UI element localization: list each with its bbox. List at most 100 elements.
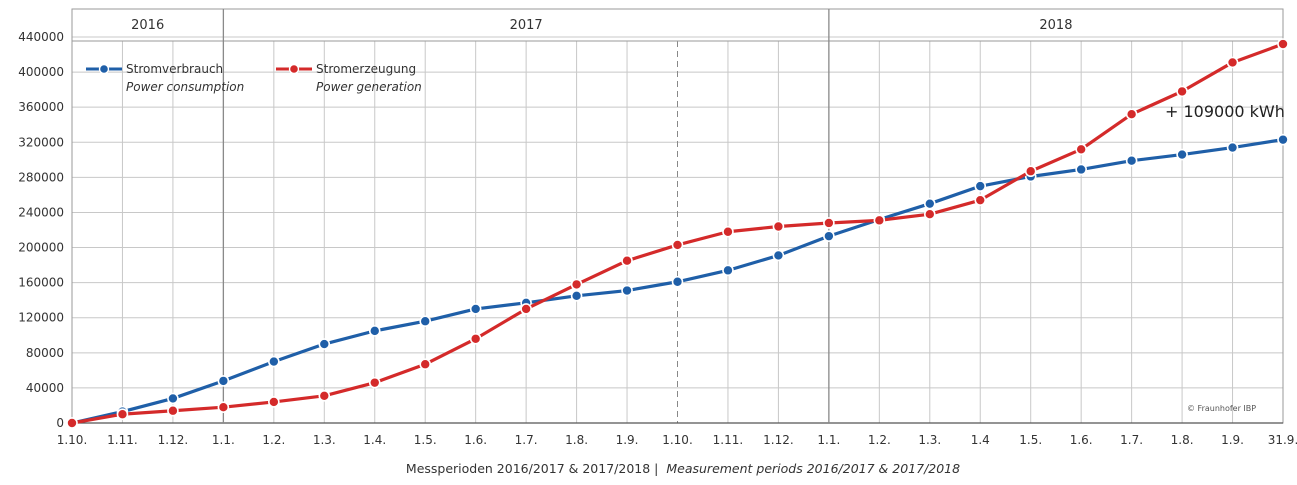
data-point-1 <box>1226 56 1239 69</box>
annotation-difference: + 109000 kWh <box>1165 102 1285 121</box>
data-point-0 <box>570 289 583 302</box>
data-point-1 <box>671 239 684 251</box>
x-tick-label: 1.6. <box>464 433 487 447</box>
x-tick-label: 1.2. <box>262 433 285 447</box>
x-tick-label: 1.5. <box>1019 433 1042 447</box>
data-point-1 <box>167 404 179 417</box>
x-axis-title: Messperioden 2016/2017 & 2017/2018 | Mea… <box>406 461 960 476</box>
data-point-1 <box>1024 165 1037 178</box>
legend-swatch-marker <box>98 63 110 75</box>
data-point-1 <box>823 217 835 229</box>
y-tick-label: 0 <box>56 416 64 430</box>
x-tick-label: 1.12. <box>158 433 189 447</box>
y-tick-label: 120000 <box>18 311 64 325</box>
data-point-1 <box>368 376 381 389</box>
x-tick-label: 1.8. <box>565 433 588 447</box>
x-tick-label: 1.4. <box>363 433 386 447</box>
legend-label: Stromerzeugung <box>316 62 416 76</box>
data-point-1 <box>1125 108 1138 120</box>
data-point-0 <box>722 264 734 277</box>
data-point-1 <box>419 358 432 371</box>
grid <box>71 9 1284 424</box>
x-tick-label: 1.1. <box>212 433 235 447</box>
data-point-0 <box>621 284 633 297</box>
data-point-0 <box>1075 163 1087 176</box>
data-point-1 <box>268 396 280 408</box>
data-point-0 <box>217 375 230 387</box>
x-tick-label: 1.11. <box>107 433 138 447</box>
data-point-1 <box>318 390 331 402</box>
y-tick-label: 320000 <box>18 135 64 149</box>
year-label: 2016 <box>131 18 164 33</box>
data-point-0 <box>268 355 280 368</box>
data-point-0 <box>419 315 432 328</box>
legend-label-en: Power generation <box>316 80 422 94</box>
data-point-1 <box>621 254 633 267</box>
data-point-1 <box>873 214 886 227</box>
x-tick-label: 1.11. <box>713 433 744 447</box>
x-tick-label: 31.9. <box>1268 433 1297 447</box>
x-tick-label: 1.10. <box>662 433 693 447</box>
x-tick-label: 1.3. <box>313 433 336 447</box>
data-point-0 <box>167 392 179 405</box>
credit-text: © Fraunhofer IBP <box>1187 404 1256 413</box>
data-point-0 <box>318 338 331 350</box>
data-point-0 <box>671 275 684 288</box>
data-point-0 <box>1277 133 1289 146</box>
x-tick-label: 1.7. <box>515 433 538 447</box>
data-point-0 <box>1226 141 1239 154</box>
data-point-1 <box>1075 143 1087 156</box>
data-point-1 <box>923 208 936 221</box>
x-tick-label: 1.2. <box>868 433 891 447</box>
x-tick-label: 1.4 <box>971 433 990 447</box>
x-tick-label: 1.7. <box>1120 433 1143 447</box>
year-header: 2016 2017 2018 <box>131 9 1072 423</box>
data-point-1 <box>469 332 482 345</box>
data-point-1 <box>570 278 583 291</box>
y-tick-label: 360000 <box>18 100 64 114</box>
data-point-1 <box>66 417 78 429</box>
data-point-1 <box>217 401 230 414</box>
x-tick-label: 1.5. <box>414 433 437 447</box>
x-tick-label: 1.8. <box>1171 433 1194 447</box>
legend-swatch-marker <box>288 63 300 75</box>
data-point-1 <box>116 408 129 421</box>
data-point-1 <box>1176 85 1188 98</box>
x-axis-title-en: Measurement periods 2016/2017 & 2017/201… <box>666 461 960 476</box>
data-point-0 <box>772 249 785 262</box>
plot-frame <box>71 8 1284 424</box>
x-axis-ticks: 1.10. 1.11. 1.12. 1.1. 1.2. 1.3. 1.4. 1.5. 1.6. 1… <box>57 433 1297 447</box>
y-tick-label: 280000 <box>18 170 64 184</box>
x-tick-label: 1.9. <box>1221 433 1244 447</box>
y-tick-label: 440000 <box>18 30 64 44</box>
y-tick-label: 80000 <box>26 346 64 360</box>
x-axis-title-de: Messperioden 2016/2017 & 2017/2018 | <box>406 461 658 476</box>
data-point-0 <box>1125 154 1138 167</box>
data-point-0 <box>923 197 936 210</box>
data-point-0 <box>823 230 835 242</box>
y-tick-label: 40000 <box>26 381 64 395</box>
data-point-1 <box>974 194 987 206</box>
y-axis-ticks: 0 40000 80000 120000 160000 200000 240000 28000… <box>18 30 64 430</box>
legend-label-en: Power consumption <box>126 80 244 94</box>
data-point-0 <box>368 325 381 337</box>
year-label: 2017 <box>510 18 543 33</box>
data-point-0 <box>469 303 482 315</box>
x-tick-label: 1.6. <box>1070 433 1093 447</box>
data-point-1 <box>1277 38 1289 50</box>
y-tick-label: 160000 <box>18 276 64 290</box>
series-layer <box>66 38 1289 429</box>
x-tick-label: 1.1. <box>817 433 840 447</box>
y-tick-label: 400000 <box>18 65 64 79</box>
x-tick-label: 1.12. <box>763 433 794 447</box>
y-tick-label: 240000 <box>18 205 64 219</box>
data-point-1 <box>722 225 734 238</box>
legend: Stromverbrauch Power consumption Stromerze… <box>86 62 422 94</box>
x-tick-label: 1.9. <box>616 433 639 447</box>
data-point-0 <box>1176 148 1188 161</box>
data-point-0 <box>974 180 987 192</box>
y-tick-label: 200000 <box>18 241 64 255</box>
data-point-1 <box>520 303 532 315</box>
